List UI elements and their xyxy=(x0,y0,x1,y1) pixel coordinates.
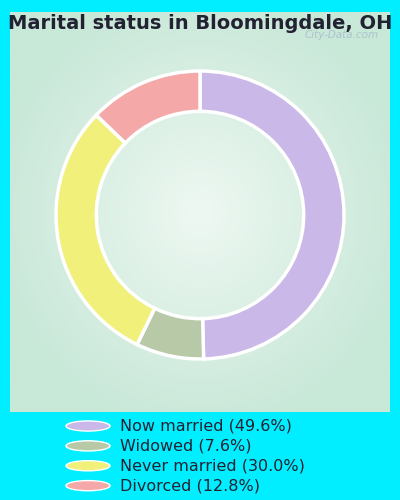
Wedge shape xyxy=(200,71,344,359)
Text: Now married (49.6%): Now married (49.6%) xyxy=(120,418,292,434)
Text: City-Data.com: City-Data.com xyxy=(304,30,378,40)
Circle shape xyxy=(66,441,110,451)
Text: Widowed (7.6%): Widowed (7.6%) xyxy=(120,438,252,454)
Wedge shape xyxy=(96,71,200,143)
Text: Marital status in Bloomingdale, OH: Marital status in Bloomingdale, OH xyxy=(8,14,392,33)
Text: Divorced (12.8%): Divorced (12.8%) xyxy=(120,478,260,493)
Circle shape xyxy=(66,480,110,491)
Text: Never married (30.0%): Never married (30.0%) xyxy=(120,458,305,473)
Wedge shape xyxy=(137,308,204,359)
Wedge shape xyxy=(56,115,155,344)
Circle shape xyxy=(66,421,110,431)
Circle shape xyxy=(66,460,110,471)
